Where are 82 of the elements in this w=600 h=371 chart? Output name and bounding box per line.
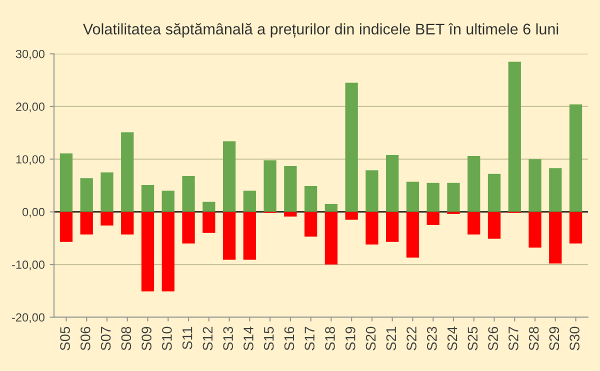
x-tick-label: S29 bbox=[549, 326, 560, 350]
bar bbox=[549, 168, 562, 212]
bar bbox=[162, 190, 174, 212]
chart-title: Volatilitatea săptămânală a prețurilor din indicele BET în ultimele 6 luni bbox=[83, 23, 558, 38]
x-tick-label: S23 bbox=[426, 326, 437, 350]
x-tick-label: S30 bbox=[570, 326, 580, 350]
bar bbox=[528, 212, 542, 248]
x-tick-label: S07 bbox=[100, 326, 111, 350]
bar bbox=[243, 212, 256, 260]
bar bbox=[488, 174, 501, 212]
bar bbox=[202, 212, 216, 233]
x-tick-label: S26 bbox=[488, 326, 498, 350]
x-tick-label: S20 bbox=[366, 326, 376, 350]
bar bbox=[386, 154, 399, 212]
bar bbox=[447, 182, 460, 212]
bar bbox=[366, 212, 378, 245]
bar bbox=[528, 159, 542, 212]
y-tick-label: 30,00 bbox=[16, 50, 45, 60]
bar bbox=[345, 82, 358, 212]
bar bbox=[386, 212, 399, 242]
bar bbox=[60, 212, 73, 242]
bar bbox=[324, 212, 338, 265]
x-tick-label: S15 bbox=[264, 326, 274, 350]
bar bbox=[162, 212, 174, 292]
x-tick-label: S08 bbox=[121, 326, 132, 350]
bar bbox=[121, 212, 134, 234]
bar bbox=[549, 212, 562, 264]
x-tick-label: S17 bbox=[304, 326, 315, 350]
x-tick-label: S11 bbox=[182, 326, 192, 350]
x-tick-label: S05 bbox=[60, 326, 70, 350]
x-tick-label: S06 bbox=[80, 326, 90, 350]
y-tick-label: -20,00 bbox=[12, 313, 45, 323]
bar bbox=[264, 160, 276, 212]
bar bbox=[222, 212, 236, 260]
bar bbox=[182, 176, 195, 212]
bar bbox=[141, 212, 154, 292]
x-tick-label: S14 bbox=[244, 326, 254, 350]
bar bbox=[426, 182, 440, 212]
bar bbox=[100, 172, 114, 212]
x-tick-label: S18 bbox=[325, 326, 335, 350]
bar bbox=[345, 212, 358, 220]
bar bbox=[304, 186, 318, 212]
bar bbox=[182, 212, 195, 244]
bar bbox=[284, 166, 297, 212]
x-tick-label: S27 bbox=[508, 326, 518, 350]
bar bbox=[100, 212, 114, 226]
bar bbox=[80, 178, 93, 212]
bar bbox=[121, 132, 134, 212]
x-tick-label: S13 bbox=[223, 326, 234, 350]
bar bbox=[468, 156, 480, 212]
y-tick-label: -10,00 bbox=[12, 260, 45, 270]
bar bbox=[426, 212, 440, 226]
x-tick-label: S22 bbox=[406, 326, 416, 350]
x-tick-label: S19 bbox=[345, 326, 356, 350]
y-tick-label: 10,00 bbox=[16, 155, 45, 165]
y-tick-label: 20,00 bbox=[16, 102, 45, 112]
bar bbox=[222, 141, 236, 212]
x-tick-label: S21 bbox=[386, 326, 396, 350]
x-tick-label: S09 bbox=[142, 326, 152, 350]
bar bbox=[324, 204, 338, 212]
bar bbox=[488, 212, 501, 239]
bar bbox=[366, 170, 378, 212]
x-tick-label: S10 bbox=[162, 326, 172, 350]
bar bbox=[569, 212, 582, 244]
x-tick-label: S28 bbox=[528, 326, 539, 350]
bar bbox=[202, 202, 216, 212]
bar bbox=[406, 212, 420, 258]
bar bbox=[284, 212, 297, 217]
bar bbox=[508, 62, 521, 212]
x-tick-label: S12 bbox=[202, 326, 213, 350]
bar bbox=[569, 104, 582, 212]
y-tick-label: 0,00 bbox=[22, 208, 45, 218]
bar bbox=[60, 153, 73, 212]
bar bbox=[141, 184, 154, 212]
bar bbox=[80, 212, 93, 234]
x-tick-label: S24 bbox=[447, 326, 458, 350]
bar bbox=[243, 190, 256, 212]
bar bbox=[304, 212, 318, 237]
x-tick-label: S25 bbox=[468, 326, 478, 350]
bar bbox=[406, 182, 420, 212]
bar bbox=[468, 212, 480, 234]
x-tick-label: S16 bbox=[284, 326, 294, 350]
